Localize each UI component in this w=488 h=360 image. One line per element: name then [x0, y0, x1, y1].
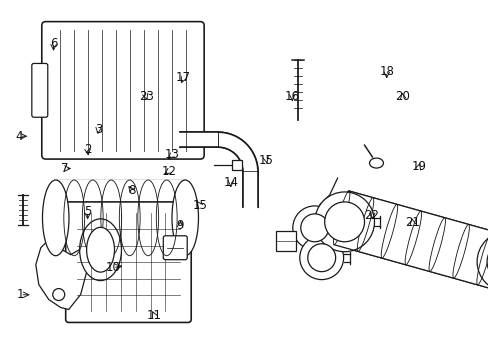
Circle shape: [476, 232, 488, 292]
Text: 3: 3: [95, 123, 102, 136]
Text: 17: 17: [176, 71, 191, 84]
Ellipse shape: [332, 191, 349, 245]
Circle shape: [292, 206, 336, 250]
Ellipse shape: [86, 227, 114, 272]
Text: 9: 9: [176, 219, 183, 233]
FancyBboxPatch shape: [275, 231, 295, 251]
Text: 6: 6: [50, 36, 57, 50]
Text: 23: 23: [139, 90, 153, 103]
FancyBboxPatch shape: [65, 202, 191, 323]
Text: 22: 22: [364, 209, 379, 222]
Text: 11: 11: [146, 309, 162, 322]
Text: 20: 20: [395, 90, 409, 103]
Text: 14: 14: [223, 176, 238, 189]
Text: 1: 1: [17, 288, 24, 301]
Circle shape: [299, 236, 343, 280]
Text: 16: 16: [284, 90, 299, 103]
Text: 15: 15: [259, 154, 273, 167]
Text: 7: 7: [61, 162, 69, 175]
Text: 12: 12: [161, 165, 176, 177]
Ellipse shape: [369, 158, 383, 168]
Text: 19: 19: [410, 160, 426, 173]
Text: 4: 4: [16, 130, 23, 143]
Ellipse shape: [42, 180, 69, 256]
Polygon shape: [333, 191, 488, 292]
Circle shape: [314, 192, 374, 252]
FancyBboxPatch shape: [32, 63, 48, 117]
Text: 13: 13: [164, 148, 180, 161]
FancyBboxPatch shape: [163, 236, 187, 260]
Ellipse shape: [80, 219, 121, 280]
Polygon shape: [178, 132, 218, 147]
Ellipse shape: [172, 180, 198, 256]
Text: 18: 18: [379, 65, 393, 78]
Polygon shape: [36, 240, 88, 310]
Wedge shape: [218, 132, 258, 172]
Circle shape: [300, 214, 328, 242]
FancyBboxPatch shape: [41, 22, 203, 159]
Circle shape: [324, 202, 364, 242]
Polygon shape: [243, 172, 258, 209]
FancyBboxPatch shape: [232, 160, 242, 170]
Circle shape: [486, 242, 488, 282]
Circle shape: [307, 244, 335, 272]
Text: 8: 8: [127, 184, 135, 197]
Circle shape: [53, 289, 64, 301]
Text: 2: 2: [84, 143, 91, 156]
Text: 10: 10: [105, 261, 120, 274]
Text: 15: 15: [192, 199, 207, 212]
Text: 21: 21: [404, 216, 419, 229]
Text: 5: 5: [84, 205, 91, 218]
Bar: [56, 180, 185, 256]
